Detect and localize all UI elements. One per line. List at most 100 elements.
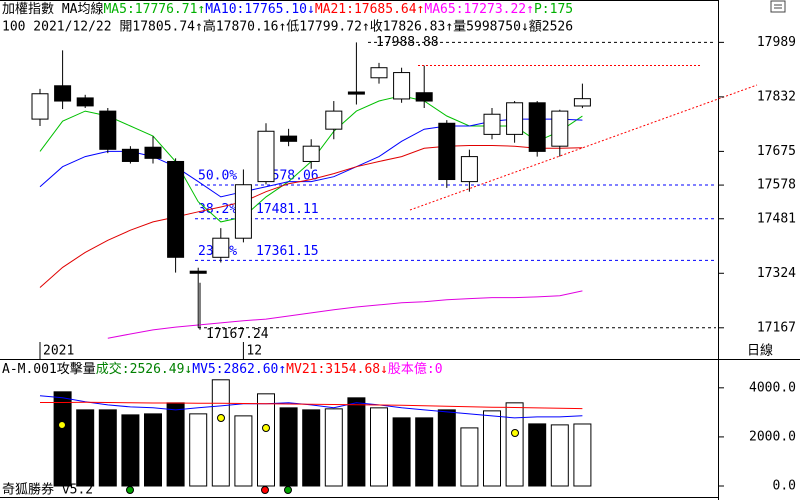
header-segment: P:175 bbox=[534, 2, 573, 17]
candle-body bbox=[460, 156, 478, 183]
y-tick-label: 4000.0 bbox=[749, 380, 796, 395]
volume-bar bbox=[437, 409, 456, 487]
x-tick-label: 2021 bbox=[43, 344, 74, 359]
volume-bar bbox=[302, 409, 321, 487]
volume-bar bbox=[324, 408, 343, 487]
candle-body bbox=[573, 98, 591, 107]
volume-bar bbox=[528, 423, 547, 487]
candle-body bbox=[528, 102, 546, 152]
x-tick-label: 12 bbox=[246, 344, 262, 359]
ma-line bbox=[40, 401, 583, 410]
candle-body bbox=[325, 110, 343, 130]
signal-dot bbox=[511, 429, 519, 437]
volume-bar bbox=[460, 427, 479, 487]
fib-label: 38.2% bbox=[198, 202, 237, 217]
volume-bar bbox=[98, 409, 117, 487]
signal-dot bbox=[217, 414, 225, 422]
y-tick-label: 0.0 bbox=[773, 479, 796, 494]
y-tick-label: 17481 bbox=[757, 211, 796, 226]
trend-line bbox=[409, 84, 758, 211]
candle-body bbox=[302, 145, 320, 162]
volume-bar bbox=[211, 379, 230, 487]
header-text: A-M.001攻擊量成交:2526.49↓MV5:2862.60↑MV21:31… bbox=[2, 361, 443, 377]
volume-bar bbox=[370, 407, 388, 487]
candle-body bbox=[257, 130, 275, 183]
ma-line bbox=[107, 290, 583, 339]
candle-body bbox=[144, 146, 162, 159]
candle-body bbox=[76, 97, 94, 107]
header-segment: MA65:17273.22↑ bbox=[424, 2, 534, 17]
volume-bar bbox=[166, 402, 185, 487]
y-tick-label: 17167 bbox=[757, 320, 796, 335]
candle-body bbox=[393, 72, 411, 100]
fib-label: 50.0% bbox=[198, 169, 237, 184]
signal-dot bbox=[262, 424, 270, 432]
window-icon[interactable] bbox=[770, 0, 786, 13]
fib-value: 17361.15 bbox=[256, 244, 319, 259]
header-segment: 加權指數 MA均線 bbox=[2, 1, 103, 17]
candle-body bbox=[483, 113, 501, 135]
candle-body bbox=[438, 122, 456, 181]
signal-dot bbox=[284, 486, 292, 494]
volume-bar bbox=[144, 413, 162, 487]
y-tick-label: 17578 bbox=[757, 178, 796, 193]
volume-bar bbox=[550, 424, 569, 487]
volume-bar bbox=[53, 391, 72, 487]
candle-body bbox=[31, 93, 49, 120]
volume-bar bbox=[415, 417, 434, 487]
candle-body bbox=[99, 110, 117, 150]
candle-body bbox=[347, 91, 365, 95]
y-tick-label: 17675 bbox=[757, 144, 796, 159]
header-segment: MV21:3154.68↓ bbox=[286, 362, 388, 377]
candle-body bbox=[280, 135, 298, 142]
header-segment: 成交:2526.49↓ bbox=[96, 361, 192, 377]
period-label: 日線 bbox=[747, 343, 773, 359]
volume-bar bbox=[76, 409, 95, 487]
candle-body bbox=[551, 110, 569, 147]
candle-body bbox=[167, 160, 185, 258]
ma-line bbox=[39, 145, 583, 288]
y-tick-label: 17989 bbox=[757, 35, 796, 50]
header-segment: MA21:17685.64↑ bbox=[315, 2, 425, 17]
volume-bar bbox=[121, 414, 140, 487]
candle-body bbox=[212, 237, 230, 258]
header-segment: MV5:2862.60↑ bbox=[192, 362, 286, 377]
header: 加權指數 MA均線MA5:17776.71↑MA10:17765.10↓MA21… bbox=[2, 1, 573, 35]
candle-body bbox=[121, 148, 139, 162]
volume-bar bbox=[505, 402, 524, 487]
volume-bar bbox=[392, 417, 411, 487]
candle-body bbox=[54, 85, 72, 102]
volume-bar bbox=[189, 413, 208, 487]
header-segment: 股本億:0 bbox=[388, 361, 443, 377]
volume-bar bbox=[257, 393, 275, 487]
fib-value: 17481.11 bbox=[256, 202, 319, 217]
candle-body bbox=[506, 102, 524, 135]
candle-body bbox=[415, 92, 433, 102]
ma-line bbox=[39, 395, 583, 419]
candle-body bbox=[370, 67, 388, 79]
volume-bar bbox=[347, 397, 366, 487]
volume-bar bbox=[573, 423, 592, 487]
header-text: 加權指數 MA均線MA5:17776.71↑MA10:17765.10↓MA21… bbox=[2, 1, 573, 17]
header-segment: MA10:17765.10↓ bbox=[205, 2, 315, 17]
y-tick-label: 17832 bbox=[757, 89, 796, 104]
volume-bar bbox=[279, 407, 298, 487]
y-tick-label: 2000.0 bbox=[749, 429, 796, 444]
volume-bar bbox=[234, 415, 253, 487]
volume-bar bbox=[483, 410, 501, 487]
signal-dot bbox=[58, 421, 66, 429]
extreme-label: 17167.24 bbox=[206, 327, 269, 342]
extreme-label: 17988.88 bbox=[376, 35, 439, 50]
signals bbox=[58, 414, 519, 494]
candle-body bbox=[234, 184, 252, 239]
signal-dot bbox=[126, 486, 134, 494]
signal-dot bbox=[261, 486, 269, 494]
candle-body bbox=[189, 270, 207, 274]
header-segment: MA5:17776.71↑ bbox=[103, 2, 205, 17]
header-segment: A-M.001攻擊量 bbox=[2, 361, 96, 377]
y-tick-label: 17324 bbox=[757, 266, 796, 281]
info-text: 100 2021/12/22 開17805.74↑高17870.16↑低1779… bbox=[2, 19, 573, 35]
footer-label: 奇狐勝券 v5.2 bbox=[2, 482, 93, 498]
